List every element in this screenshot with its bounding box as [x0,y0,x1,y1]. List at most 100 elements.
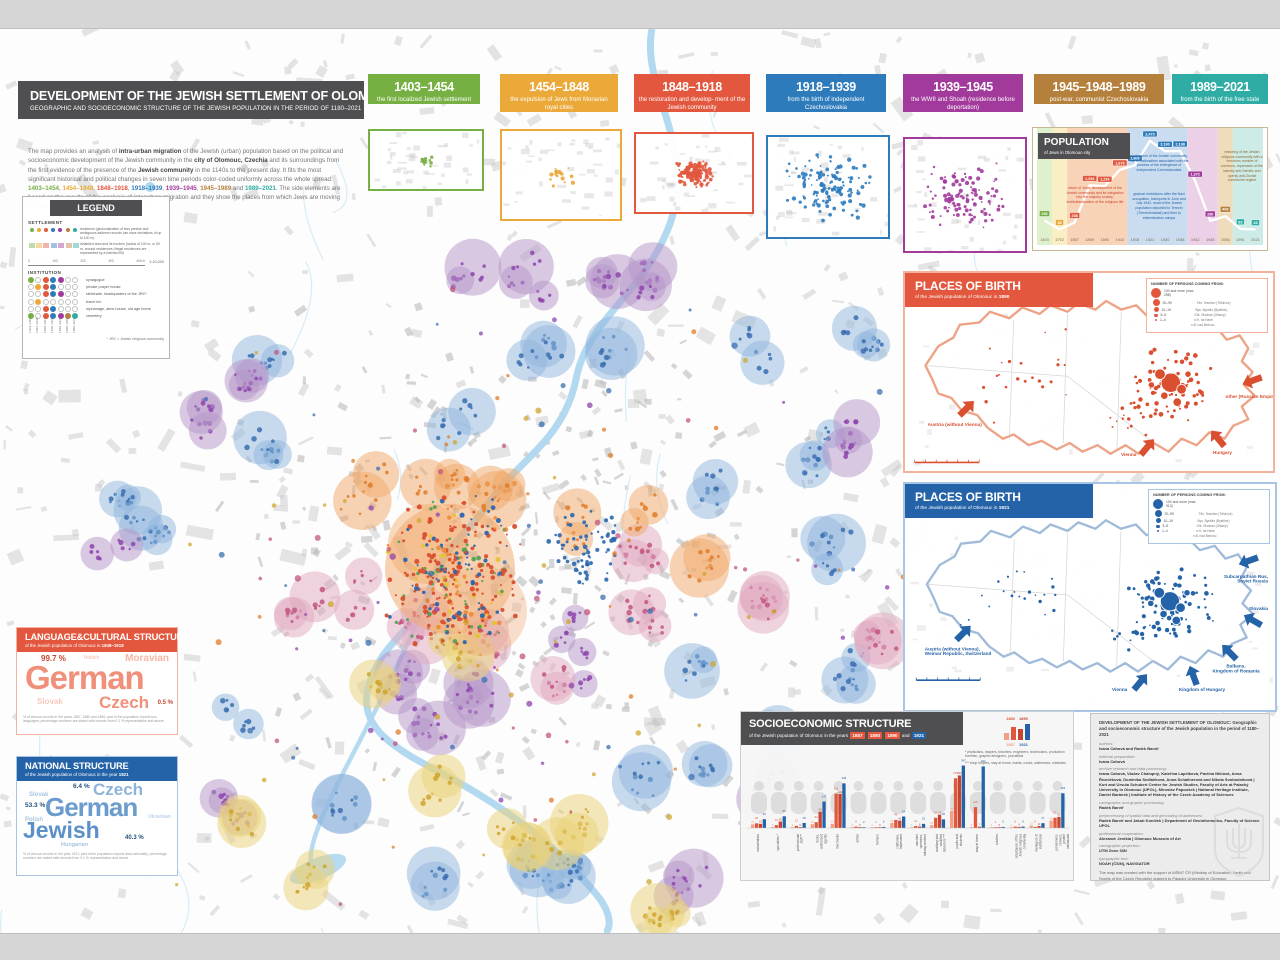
svg-text:6: 6 [1002,820,1004,824]
svg-text:23: 23 [759,820,763,824]
svg-text:36: 36 [779,817,783,821]
svg-text:Vienna: Vienna [1121,452,1137,458]
svg-text:2021: 2021 [1251,238,1260,242]
socio-legend-minibars [987,724,1047,740]
svg-text:238: 238 [1072,214,1078,218]
language-panel-header: LANGUAGE&CULTURAL STRUCTURE of the Jewis… [17,628,189,652]
language-subtitle: of the Jewish population of Olomouc in 1… [25,643,124,648]
svg-text:students: students [959,834,963,846]
svg-text:1792: 1792 [1055,238,1064,242]
svg-text:4: 4 [879,823,881,827]
svg-text:5: 5 [799,823,801,827]
svg-text:1,233: 1,233 [1100,178,1109,182]
svg-text:11: 11 [914,819,917,823]
scale-bar: 0 100 200 300 400 m [28,259,146,266]
year-chip-1857: 1857 [850,732,865,739]
svg-text:Subcarpathian Rus,Soviet Russi: Subcarpathian Rus, Soviet Russia [1224,574,1268,584]
svg-text:8: 8 [855,819,857,823]
national-footnote: % of census records in the year 1921; pa… [23,852,167,861]
svg-text:operators,: operators, [919,834,923,848]
svg-text:280: 280 [1207,212,1213,216]
svg-text:62: 62 [1057,813,1061,817]
title-block: DEVELOPMENT OF THE JEWISH SETTLEMENT OF … [18,81,396,119]
svg-text:rentiers,: rentiers, [1058,834,1062,846]
svg-text:managers of: managers of [1035,834,1039,852]
timeline-map-thumbnail [500,129,630,221]
svg-text:32: 32 [815,815,819,819]
svg-text:professional: professional [796,834,800,851]
svg-text:staff **: staff ** [800,833,804,843]
credits-heading: DEVELOPMENT OF THE JEWISH SETTLEMENT OF … [1099,720,1260,737]
card-desc: the WWII and Shoah (residence before dep… [911,97,1015,112]
residence-dot-symbols [28,227,80,233]
socio-footnote-2: *** shop helpers, stay at home, maids, c… [965,760,1067,765]
svg-text:soldiers: soldiers [995,834,999,845]
socio-subtitle: of the Jewish population of Olomouc in t… [749,732,927,739]
legend-title: LEGEND [50,200,142,216]
national-panel-header: NATIONAL STRUCTURE of the Jewish populat… [17,757,177,781]
svg-text:1930: 1930 [1161,238,1170,242]
svg-text:8: 8 [919,822,921,826]
places-1921-header: PLACES OF BIRTH of the Jewish population… [905,484,1093,518]
svg-text:pensioners,: pensioners, [1055,834,1059,851]
svg-text:institutions: institutions [1038,834,1042,849]
socioeconomic-panel: 20 26 23 49 industrialists 5 16 36 65 specialists… [740,711,1074,881]
svg-text:48: 48 [942,812,946,816]
svg-text:Kingdom of Hungary: Kingdom of Hungary [1179,687,1226,692]
svg-text:90: 90 [819,808,823,812]
places-1921-title: PLACES OF BIRTH [915,490,1021,504]
population-title: POPULATION [1044,137,1109,148]
svg-text:3: 3 [991,823,993,827]
language-wordcloud: 99.7 % Yiddish Moravian German Slovak Cz… [25,653,173,712]
timeline-map-thumbnail [766,135,894,239]
svg-text:community: community [1022,834,1026,850]
svg-text:1991: 1991 [1236,238,1245,242]
svg-text:57: 57 [934,811,938,815]
national-title: NATIONAL STRUCTURE [25,761,129,771]
card-desc: from the birth of independent Czechoslov… [787,97,865,112]
places-1890-subtitle: of the Jewish population of Olomouc in 1… [915,295,1010,300]
svg-text:5: 5 [772,823,774,827]
population-subtitle: of Jews in Olomouc-city [1044,150,1091,155]
institution-symbol-rows: synagogue private prayer house rabbinate, … [28,276,164,320]
svg-text:63: 63 [1238,220,1242,224]
timeline-card-1989-2021: 1989–2021 from the birth of the free sta… [1172,74,1268,105]
svg-text:private: private [1062,834,1066,844]
svg-text:artists: artists [856,834,860,843]
svg-text:49: 49 [763,812,767,816]
svg-text:3: 3 [792,823,794,827]
svg-text:13: 13 [1030,821,1034,825]
svg-text:74: 74 [938,810,942,814]
svg-text:65: 65 [783,809,787,813]
card-years: 1403–1454 [394,80,454,94]
svg-text:1403: 1403 [1040,238,1049,242]
timeline-card-1918-1939: 1918–1939 from the birth of independent … [766,74,886,113]
svg-text:41: 41 [898,816,902,820]
national-subtitle: of the Jewish population of Olomouc in t… [25,772,129,777]
places-1890-title: PLACES OF BIRTH [915,279,1021,293]
svg-text:64: 64 [902,809,906,813]
svg-text:6: 6 [883,820,885,824]
svg-text:2: 2 [863,820,865,824]
svg-text:Hungary: Hungary [1213,450,1233,456]
language-footnote: % of census records in the years 1857, 1… [23,715,164,724]
svg-text:3: 3 [995,820,997,824]
card-years: 1848–1918 [662,80,722,94]
card-years: 1454–1848 [529,80,589,94]
socio-footnote-1: * physicians, lawyers, teachers, enginee… [965,750,1065,759]
svg-text:1: 1 [911,823,913,827]
svg-text:authorized: authorized [820,834,824,849]
timeline-map-thumbnail [903,137,1032,254]
svg-text:2,190: 2,190 [1160,143,1169,147]
poster-title: DEVELOPMENT OF THE JEWISH SETTLEMENT OF … [30,89,396,103]
svg-text:individuals: individuals [1066,834,1070,849]
svg-text:employees of the: employees of the [1015,834,1019,859]
svg-text:1890: 1890 [1100,238,1109,242]
year-chip-1921: 1921 [911,732,927,739]
svg-text:2: 2 [851,823,853,827]
svg-text:stay at home: stay at home [975,834,979,852]
svg-text:Balkans,Kingdom of Romania: Balkans, Kingdom of Romania [1212,663,1260,673]
svg-text:labourers ***: labourers *** [943,833,947,852]
